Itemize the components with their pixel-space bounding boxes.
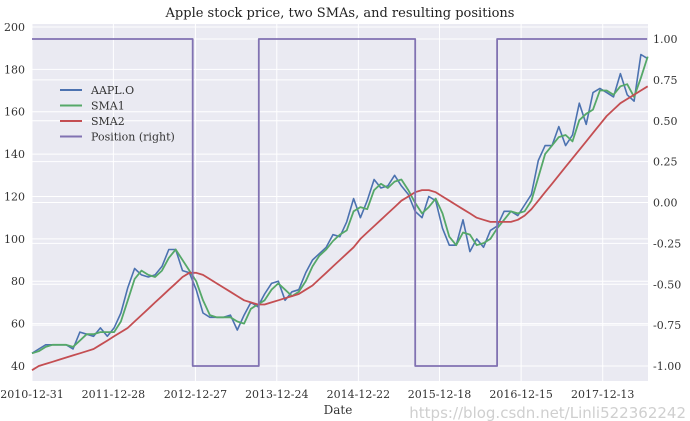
series-layer: [31, 38, 649, 371]
legend-label: AAPL.O: [90, 84, 134, 97]
series-line-aapl-o: [31, 53, 649, 354]
y-right-tick-label: -1.00: [653, 360, 681, 373]
tick-labels: 40 60 80 100 120 140 160 180 200 -1.00 -0.75 -0.50 -…: [0, 21, 681, 401]
y-right-tick-label: 0.75: [653, 74, 678, 87]
legend-label: SMA1: [91, 100, 125, 113]
y-left-tick-label: 200: [4, 21, 25, 34]
y-left-tick-label: 60: [11, 318, 25, 331]
x-tick-label: 2014-12-22: [327, 388, 390, 401]
y-left-tick-label: 40: [11, 360, 25, 373]
y-left-tick-label: 120: [4, 190, 25, 203]
y-left-tick-label: 140: [4, 148, 25, 161]
y-right-tick-label: 0.00: [653, 197, 678, 210]
watermark: https://blog.csdn.net/Linli522362242: [409, 404, 686, 421]
series-line-sma1: [31, 56, 649, 355]
x-axis-label: Date: [324, 403, 353, 417]
y-left-tick-label: 160: [4, 106, 25, 119]
x-tick-label: 2017-12-13: [571, 388, 634, 401]
x-tick-label: 2011-12-28: [82, 388, 145, 401]
y-right-tick-label: 0.50: [653, 115, 678, 128]
x-tick-label: 2016-12-15: [489, 388, 552, 401]
y-right-tick-label: -0.25: [653, 237, 681, 250]
y-right-tick-label: -0.75: [653, 319, 681, 332]
y-right-tick-label: -0.50: [653, 278, 681, 291]
x-tick-label: 2015-12-18: [408, 388, 471, 401]
legend: AAPL.O SMA1 SMA2 Position (right): [60, 84, 175, 144]
y-left-tick-label: 80: [11, 275, 25, 288]
x-tick-label: 2010-12-31: [0, 388, 63, 401]
series-line-position-right-: [32, 38, 648, 367]
legend-label: SMA2: [91, 115, 125, 128]
series-line-sma2: [31, 85, 649, 371]
y-left-tick-label: 100: [4, 233, 25, 246]
y-right-tick-label: 1.00: [653, 33, 678, 46]
x-tick-label: 2013-12-24: [245, 388, 308, 401]
x-tick-label: 2012-12-27: [164, 388, 227, 401]
chart-title: Apple stock price, two SMAs, and resulti…: [165, 6, 515, 21]
y-left-tick-label: 180: [4, 63, 25, 76]
y-right-tick-label: 0.25: [653, 156, 678, 169]
legend-label: Position (right): [91, 131, 175, 144]
